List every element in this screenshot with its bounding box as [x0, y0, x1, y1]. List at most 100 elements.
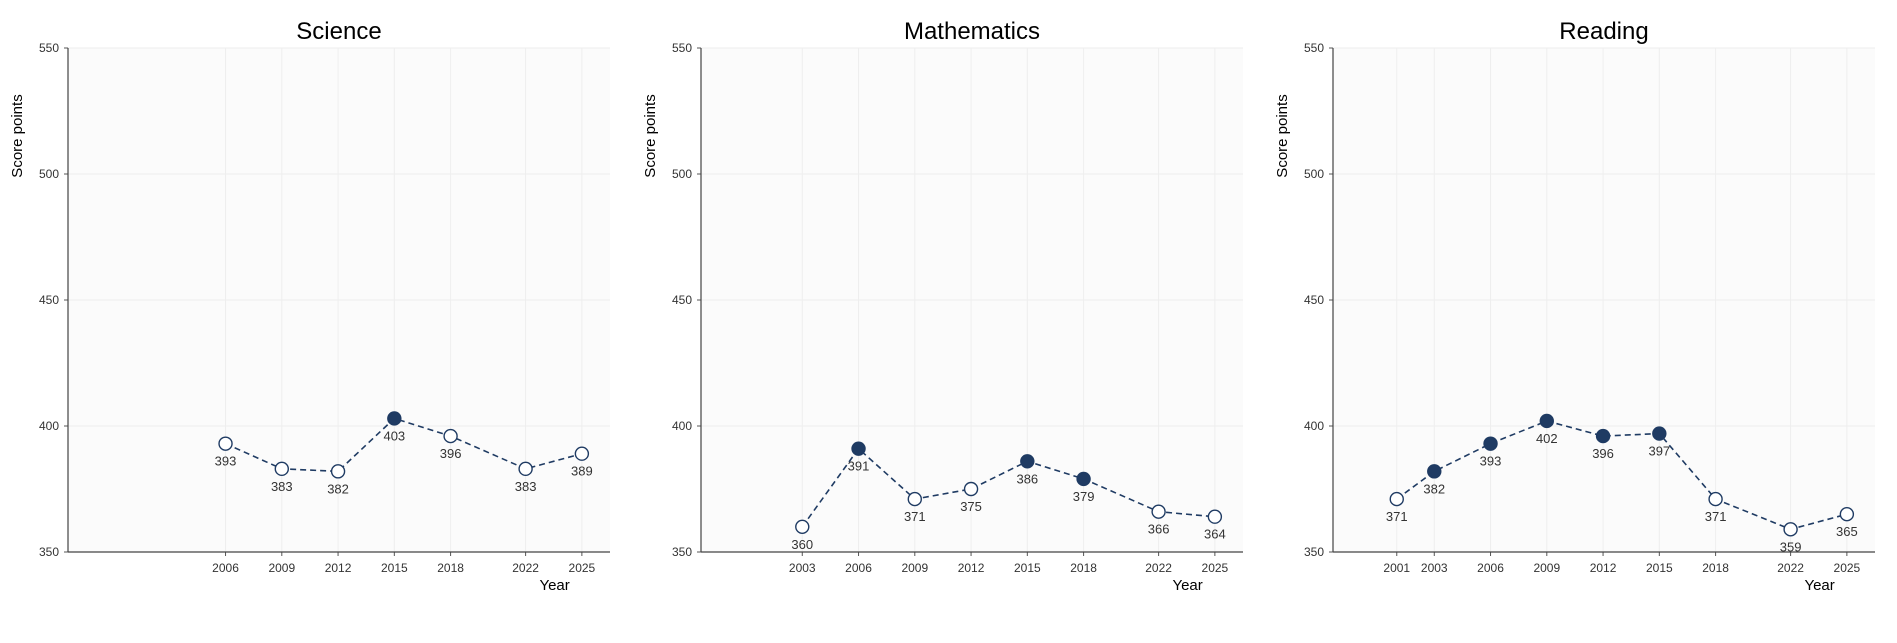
- chart1-data-label-2018: 396: [440, 446, 462, 461]
- chart2-x-axis-label: Year: [1172, 577, 1202, 594]
- chart2-point-2006: [851, 441, 866, 456]
- chart2-ytick-label: 550: [672, 41, 692, 55]
- chart3-xtick-label: 2025: [1834, 561, 1861, 575]
- chart2-ytick-label: 350: [672, 545, 692, 559]
- chart2-xtick-label: 2015: [1014, 561, 1041, 575]
- chart1-title: Science: [296, 18, 381, 45]
- chart3-ytick-label: 550: [1304, 41, 1324, 55]
- chart1-data-label-2012: 382: [327, 481, 349, 496]
- chart2-point-2025: [1207, 509, 1223, 524]
- chart2-data-label-2003: 360: [791, 537, 813, 552]
- chart3-point-2012: [1595, 428, 1611, 444]
- chart2-title: Mathematics: [904, 18, 1040, 45]
- chart1-ytick-label: 550: [39, 41, 59, 55]
- chart1-ytick-label: 450: [39, 293, 59, 307]
- chart1-ytick-label: 500: [39, 167, 59, 181]
- chart2-data-label-2015: 386: [1016, 471, 1038, 486]
- chart3-y-axis-label: Score points: [1274, 94, 1291, 177]
- chart3-point-2018: [1708, 491, 1723, 507]
- chart2-xtick-label: 2003: [789, 561, 816, 575]
- chart3-xtick-label: 2003: [1421, 561, 1448, 575]
- chart1-data-label-2009: 383: [271, 479, 293, 494]
- chart3-data-label-2003: 382: [1423, 481, 1445, 496]
- chart3-point-2025: [1839, 507, 1855, 522]
- chart1-point-2018: [443, 428, 458, 444]
- chart1-xtick-label: 2025: [569, 561, 596, 575]
- chart2-point-2015: [1020, 454, 1035, 469]
- chart1-data-label-2006: 393: [215, 454, 237, 469]
- chart1-xtick-label: 2015: [381, 561, 408, 575]
- chart3-data-label-2018: 371: [1705, 509, 1727, 524]
- chart2-xtick-label: 2018: [1070, 561, 1097, 575]
- chart-panel-mathematics: 350 400 450 500 550 2003 2006 2009 2012 2015 2018 2…: [633, 0, 1265, 643]
- chart2-xtick-label: 2006: [845, 561, 872, 575]
- chart2-ytick-label: 400: [672, 419, 692, 433]
- chart-svg-mathematics: 350 400 450 500 550 2003 2006 2009 2012 2015 2018 2…: [642, 18, 1243, 594]
- chart2-data-label-2018: 379: [1073, 489, 1095, 504]
- chart3-point-2001: [1389, 491, 1404, 507]
- chart1-ytick-label: 400: [39, 419, 59, 433]
- chart3-ytick-label: 500: [1304, 167, 1324, 181]
- chart3-title: Reading: [1559, 18, 1648, 45]
- chart3-ytick-label: 350: [1304, 545, 1324, 559]
- chart3-ytick-label: 450: [1304, 293, 1324, 307]
- chart1-ytick-label: 350: [39, 545, 59, 559]
- chart2-xtick-label: 2012: [958, 561, 985, 575]
- chart1-xtick-label: 2009: [268, 561, 295, 575]
- chart3-data-label-2006: 393: [1480, 454, 1502, 469]
- chart2-data-label-2025: 364: [1204, 527, 1226, 542]
- chart2-point-2022: [1151, 504, 1166, 519]
- chart3-data-label-2025: 365: [1836, 524, 1858, 539]
- chart3-ytick-label: 400: [1304, 419, 1324, 433]
- chart2-data-label-2006: 391: [848, 459, 870, 474]
- chart2-point-2018: [1076, 471, 1091, 487]
- chart3-x-axis-label: Year: [1804, 577, 1834, 594]
- chart2-ytick-label: 500: [672, 167, 692, 181]
- chart3-data-label-2012: 396: [1592, 446, 1614, 461]
- chart3-data-label-2009: 402: [1536, 431, 1558, 446]
- chart3-point-2009: [1539, 413, 1554, 429]
- chart3-point-2015: [1652, 426, 1667, 441]
- chart3-xtick-label: 2015: [1646, 561, 1673, 575]
- chart3-xtick-label: 2001: [1383, 561, 1410, 575]
- chart2-xtick-label: 2025: [1202, 561, 1229, 575]
- chart-panel-science: 350 400 450 500 550 2006 2009 2012 2015 2018 2022 2…: [0, 0, 632, 643]
- chart3-point-2003: [1427, 464, 1442, 479]
- chart1-point-2006: [218, 436, 233, 451]
- chart2-xtick-label: 2009: [901, 561, 928, 575]
- chart2-ytick-label: 450: [672, 293, 692, 307]
- chart-panel-reading: 350 400 450 500 550 2001 2003 2006 2009 2012 2015 2…: [1265, 0, 1897, 643]
- chart3-xtick-label: 2012: [1590, 561, 1617, 575]
- chart-svg-science: 350 400 450 500 550 2006 2009 2012 2015 2018 2022 2…: [9, 18, 610, 594]
- chart1-y-axis-label: Score points: [9, 94, 26, 177]
- chart2-xtick-label: 2022: [1145, 561, 1172, 575]
- chart1-data-label-2015: 403: [383, 428, 405, 443]
- chart3-xtick-label: 2022: [1777, 561, 1804, 575]
- chart-svg-reading: 350 400 450 500 550 2001 2003 2006 2009 2012 2015 2…: [1274, 18, 1875, 594]
- chart2-data-label-2022: 366: [1148, 522, 1170, 537]
- chart1-point-2025: [574, 446, 590, 461]
- chart3-xtick-label: 2006: [1477, 561, 1504, 575]
- chart3-xtick-label: 2009: [1533, 561, 1560, 575]
- chart2-y-axis-label: Score points: [642, 94, 659, 177]
- chart1-point-2009: [274, 461, 289, 477]
- chart2-point-2009: [907, 491, 922, 507]
- chart1-point-2015: [387, 411, 402, 426]
- chart3-point-2006: [1483, 436, 1498, 451]
- chart3-series-line: [1396, 420, 1848, 531]
- chart3-point-2022: [1783, 522, 1798, 537]
- chart3-data-label-2015: 397: [1648, 444, 1670, 459]
- chart1-xtick-label: 2006: [212, 561, 239, 575]
- chart1-data-label-2025: 389: [571, 464, 593, 479]
- chart1-point-2022: [518, 461, 533, 477]
- chart1-xtick-label: 2012: [325, 561, 352, 575]
- chart2-data-label-2012: 375: [960, 499, 982, 514]
- chart3-data-label-2001: 371: [1386, 509, 1408, 524]
- chart3-xtick-label: 2018: [1702, 561, 1729, 575]
- chart2-point-2003: [795, 519, 810, 534]
- chart2-series-line: [801, 447, 1215, 528]
- chart2-data-label-2009: 371: [904, 509, 926, 524]
- chart3-data-label-2022: 359: [1780, 539, 1802, 554]
- chart1-x-axis-label: Year: [539, 577, 569, 594]
- chart1-data-label-2022: 383: [515, 479, 537, 494]
